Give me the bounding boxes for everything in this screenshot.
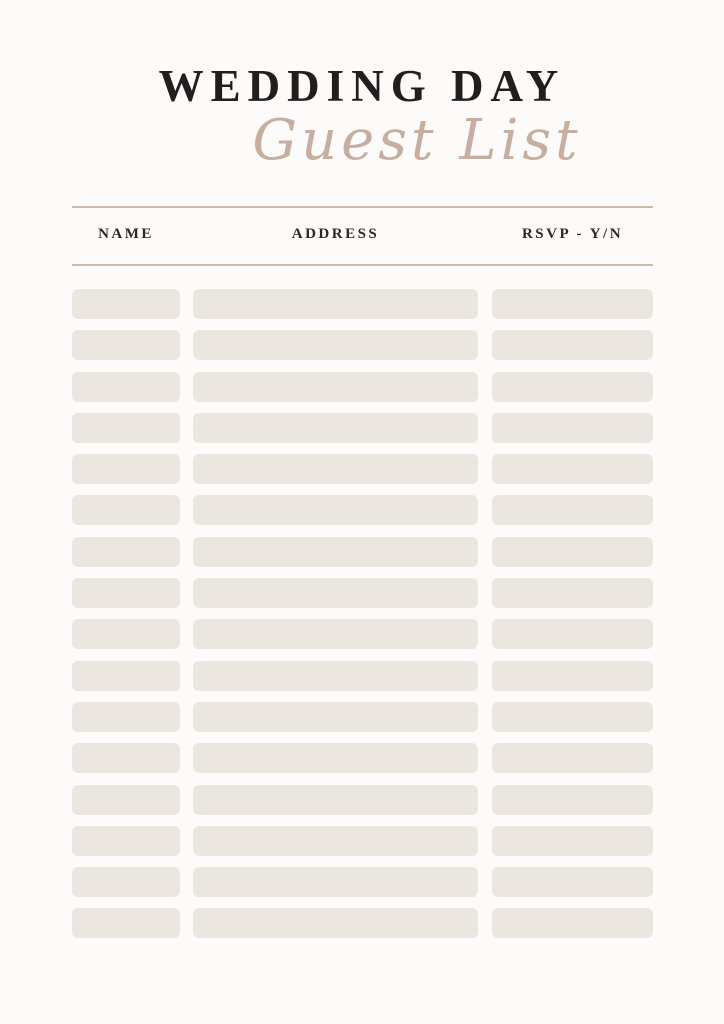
guest-row bbox=[72, 784, 653, 815]
name-field[interactable] bbox=[72, 619, 180, 650]
table-header: NAME ADDRESS RSVP - Y/N bbox=[72, 226, 653, 243]
rsvp-field[interactable] bbox=[492, 536, 653, 567]
guest-row bbox=[72, 412, 653, 443]
rsvp-field[interactable] bbox=[492, 371, 653, 402]
rsvp-field[interactable] bbox=[492, 908, 653, 939]
address-field[interactable] bbox=[193, 743, 478, 774]
rsvp-field[interactable] bbox=[492, 412, 653, 443]
guest-row bbox=[72, 908, 653, 939]
guest-row bbox=[72, 454, 653, 485]
name-field[interactable] bbox=[72, 743, 180, 774]
name-field[interactable] bbox=[72, 495, 180, 526]
address-field[interactable] bbox=[193, 701, 478, 732]
guest-row bbox=[72, 495, 653, 526]
address-field[interactable] bbox=[193, 495, 478, 526]
guest-row bbox=[72, 536, 653, 567]
address-field[interactable] bbox=[193, 578, 478, 609]
rsvp-field[interactable] bbox=[492, 867, 653, 898]
name-field[interactable] bbox=[72, 825, 180, 856]
column-header-rsvp: RSVP - Y/N bbox=[521, 226, 624, 242]
name-field[interactable] bbox=[72, 371, 180, 402]
guest-row bbox=[72, 371, 653, 402]
address-field[interactable] bbox=[193, 330, 478, 361]
page-title: WEDDING DAY bbox=[158, 61, 566, 111]
address-field[interactable] bbox=[193, 825, 478, 856]
rsvp-field[interactable] bbox=[492, 743, 653, 774]
rsvp-field[interactable] bbox=[492, 825, 653, 856]
guest-rows bbox=[72, 289, 653, 939]
rsvp-field[interactable] bbox=[492, 330, 653, 361]
name-field[interactable] bbox=[72, 784, 180, 815]
rsvp-field[interactable] bbox=[492, 660, 653, 691]
name-field[interactable] bbox=[72, 536, 180, 567]
column-header-address: ADDRESS bbox=[291, 226, 380, 242]
name-field[interactable] bbox=[72, 660, 180, 691]
rsvp-field[interactable] bbox=[492, 578, 653, 609]
address-field[interactable] bbox=[193, 289, 478, 319]
name-field[interactable] bbox=[72, 289, 180, 319]
address-field[interactable] bbox=[193, 536, 478, 567]
name-field[interactable] bbox=[72, 412, 180, 443]
guest-row bbox=[72, 289, 653, 319]
name-field[interactable] bbox=[72, 867, 180, 898]
rsvp-field[interactable] bbox=[492, 495, 653, 526]
guest-row bbox=[72, 330, 653, 361]
name-field[interactable] bbox=[72, 330, 180, 361]
address-field[interactable] bbox=[193, 784, 478, 815]
rsvp-field[interactable] bbox=[492, 619, 653, 650]
rsvp-field[interactable] bbox=[492, 784, 653, 815]
guest-row bbox=[72, 743, 653, 774]
address-field[interactable] bbox=[193, 412, 478, 443]
name-field[interactable] bbox=[72, 908, 180, 939]
name-field[interactable] bbox=[72, 701, 180, 732]
guest-row bbox=[72, 701, 653, 732]
guest-row bbox=[72, 619, 653, 650]
guest-row bbox=[72, 578, 653, 609]
guest-row bbox=[72, 867, 653, 898]
guest-row bbox=[72, 825, 653, 856]
column-header-name: NAME bbox=[98, 226, 154, 242]
name-field[interactable] bbox=[72, 578, 180, 609]
address-field[interactable] bbox=[193, 908, 478, 939]
rsvp-field[interactable] bbox=[492, 454, 653, 485]
address-field[interactable] bbox=[193, 619, 478, 650]
name-field[interactable] bbox=[72, 454, 180, 485]
address-field[interactable] bbox=[193, 660, 478, 691]
guest-row bbox=[72, 660, 653, 691]
address-field[interactable] bbox=[193, 867, 478, 898]
rsvp-field[interactable] bbox=[492, 701, 653, 732]
address-field[interactable] bbox=[193, 371, 478, 402]
rsvp-field[interactable] bbox=[492, 289, 653, 319]
divider-bottom bbox=[72, 264, 653, 266]
page-subtitle: Guest List bbox=[252, 108, 582, 173]
divider-top bbox=[72, 206, 653, 208]
address-field[interactable] bbox=[193, 454, 478, 485]
